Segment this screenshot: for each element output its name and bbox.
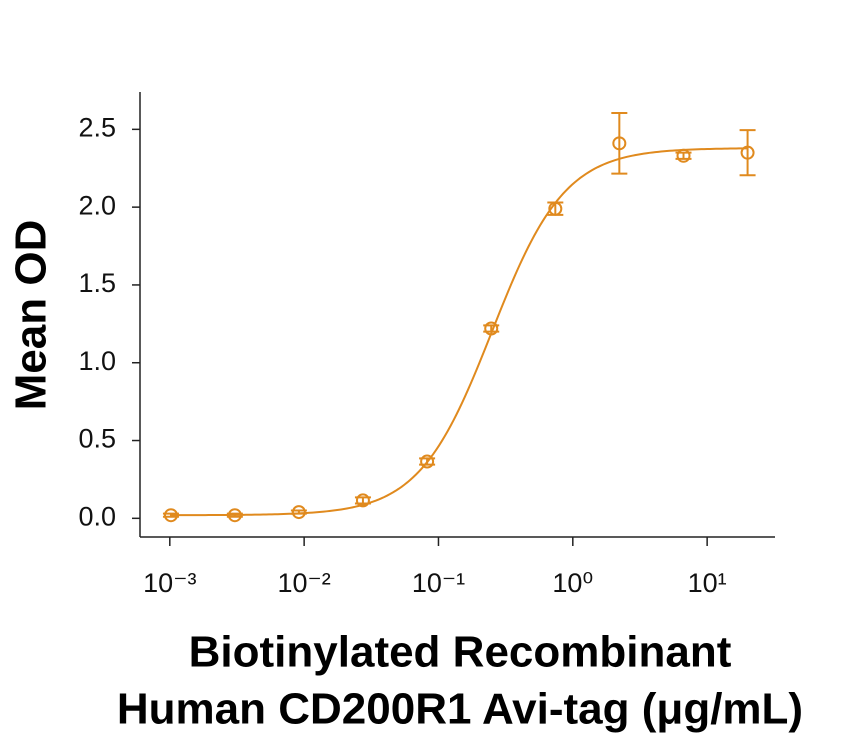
data-point — [548, 201, 563, 216]
y-tick-label: 1.5 — [78, 268, 116, 298]
data-point — [291, 505, 306, 520]
x-tick-label: 10⁻² — [277, 568, 330, 598]
y-tick-label: 2.5 — [78, 112, 116, 142]
data-point — [612, 136, 627, 151]
y-axis-title: Mean OD — [7, 220, 56, 411]
data-point — [676, 148, 691, 163]
x-tick-label: 10¹ — [688, 568, 727, 598]
y-tick-label: 0.0 — [78, 501, 116, 531]
data-point — [484, 321, 499, 336]
x-axis-title: Biotinylated Recombinant — [189, 628, 732, 677]
data-point — [227, 508, 242, 523]
data-point — [163, 508, 178, 523]
y-tick-label: 1.0 — [78, 346, 116, 376]
data-point — [355, 493, 370, 508]
fit-curve — [170, 147, 748, 517]
x-tick-label: 10⁻¹ — [412, 568, 465, 598]
x-axis-title: Human CD200R1 Avi-tag (μg/mL) — [117, 685, 803, 734]
x-tick-label: 10⁰ — [552, 568, 593, 598]
x-tick-label: 10⁻³ — [143, 568, 196, 598]
data-point — [740, 145, 755, 160]
y-tick-label: 0.5 — [78, 424, 116, 454]
y-tick-label: 2.0 — [78, 190, 116, 220]
data-point — [420, 454, 435, 469]
